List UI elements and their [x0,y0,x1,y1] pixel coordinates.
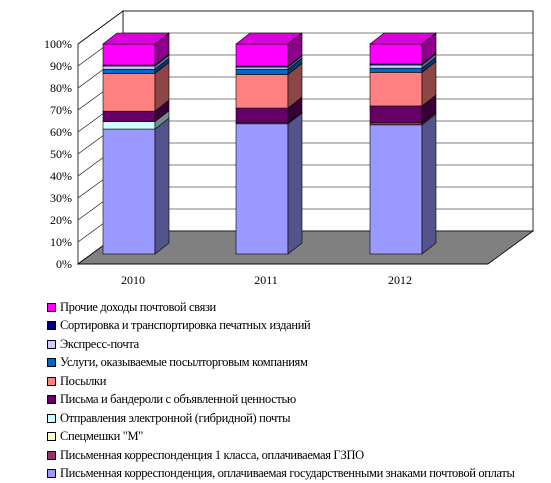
y-tick-label: 0% [56,257,72,271]
legend-label: Услуги, оказываемые посылторговым компан… [60,355,308,370]
bar-segment-front [370,72,422,106]
legend-entry: Отправления электронной (гибридной) почт… [47,409,515,428]
legend-entry: Прочие доходы почтовой связи [47,298,515,317]
y-tick-label: 100% [44,37,72,51]
x-tick-label: 2011 [254,273,278,287]
legend-entry: Спецмешки "М" [47,428,515,447]
legend-label: Отправления электронной (гибридной) почт… [60,411,290,426]
legend-label: Письменная корреспонденция, оплачиваемая… [60,466,515,481]
bar-segment-front [103,122,155,129]
legend-swatch [47,321,56,330]
legend-swatch [47,303,56,312]
legend-entry: Посылки [47,372,515,391]
legend-swatch [47,469,56,478]
x-tick-label: 2012 [388,273,412,287]
legend-entry: Услуги, оказываемые посылторговым компан… [47,354,515,373]
bar-segment-front [103,111,155,122]
bar-segment-side [422,114,436,254]
y-tick-label: 50% [50,147,72,161]
legend-entry: Сортировка и транспортировка печатных из… [47,317,515,336]
bar-segment-front [103,73,155,111]
legend-label: Посылки [60,374,106,389]
legend-label: Письменная корреспонденция 1 класса, опл… [60,448,364,463]
bar-segment-front [236,44,288,66]
bar-segment-front [236,69,288,74]
legend-entry: Письма и бандероли с объявленной ценност… [47,391,515,410]
bar-segment-front [370,125,422,254]
chart-legend: Прочие доходы почтовой связи Сортировка и… [47,298,515,483]
bar-segment-front [103,69,155,73]
bar-segment-front [236,74,288,108]
legend-label: Прочие доходы почтовой связи [60,300,216,315]
legend-entry: Письменная корреспонденция 1 класса, опл… [47,446,515,465]
bar-segment-front [370,68,422,72]
bar-segment-front [370,44,422,64]
legend-entry: Экспресс-почта [47,335,515,354]
legend-entry: Письменная корреспонденция, оплачиваемая… [47,465,515,483]
y-tick-label: 10% [50,235,72,249]
y-tick-label: 20% [50,213,72,227]
x-tick-label: 2010 [121,273,145,287]
y-tick-label: 60% [50,125,72,139]
legend-label: Экспресс-почта [60,337,139,352]
y-tick-label: 80% [50,81,72,95]
bar-segment-side [155,118,169,254]
bar-segment-side [288,113,302,254]
y-tick-label: 90% [50,59,72,73]
y-tick-label: 70% [50,103,72,117]
bar-segment-front [370,106,422,123]
bar-segment-front [103,66,155,69]
legend-swatch [47,340,56,349]
bar-segment-front [370,65,422,68]
bar-segment-front [103,129,155,254]
legend-swatch [47,395,56,404]
legend-label: Письма и бандероли с объявленной ценност… [60,392,296,407]
bar-segment-front [236,108,288,123]
legend-swatch [47,451,56,460]
legend-swatch [47,358,56,367]
bar-segment-front [103,44,155,65]
bar-segment-front [236,67,288,69]
legend-label: Спецмешки "М" [60,429,143,444]
bar-segment-front [370,123,422,125]
legend-swatch [47,414,56,423]
y-tick-label: 40% [50,169,72,183]
legend-swatch [47,377,56,386]
legend-label: Сортировка и транспортировка печатных из… [60,318,310,333]
legend-swatch [47,432,56,441]
y-tick-label: 30% [50,191,72,205]
bar-segment-front [236,124,288,254]
